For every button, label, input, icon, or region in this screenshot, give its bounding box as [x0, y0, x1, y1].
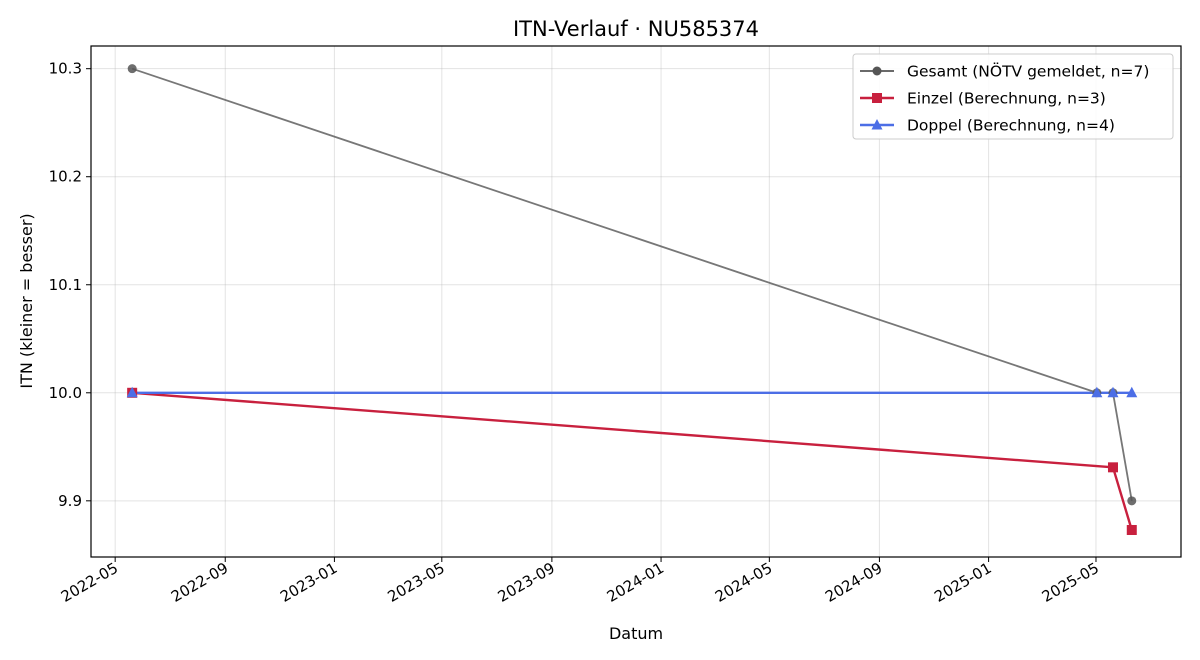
- data-point-doppel: [1126, 386, 1138, 398]
- data-point-einzel: [1107, 462, 1118, 473]
- y-axis: 9.9 10.0 10.1 10.2 10.3: [49, 60, 91, 510]
- x-tick-label: 2022-09: [168, 559, 231, 606]
- x-axis-label: Datum: [609, 624, 663, 643]
- x-tick-label: 2025-05: [1039, 559, 1102, 606]
- data-point-gesamt: [1127, 496, 1137, 506]
- y-tick-label: 10.1: [49, 276, 82, 294]
- y-tick-label: 10.2: [49, 168, 82, 186]
- data-point-doppel: [126, 386, 138, 398]
- plot-frame: [90, 45, 1182, 558]
- chart-title: ITN-Verlauf · NU585374: [513, 17, 759, 41]
- y-tick-label: 9.9: [58, 492, 82, 510]
- data-point-gesamt: [127, 64, 137, 74]
- x-tick-label: 2024-01: [604, 559, 667, 606]
- legend-marker-gesamt: [872, 66, 882, 76]
- x-tick-label: 2022-05: [58, 559, 121, 606]
- y-tick-label: 10.0: [49, 384, 82, 402]
- x-tick-label: 2023-05: [385, 559, 448, 606]
- x-tick-label: 2025-01: [931, 559, 994, 606]
- legend-label-einzel: Einzel (Berechnung, n=3): [907, 90, 1106, 108]
- x-tick-label: 2024-09: [822, 559, 885, 606]
- series-line-einzel: [132, 391, 1133, 531]
- y-tick-label: 10.3: [49, 60, 82, 78]
- series-markers: [126, 64, 1138, 535]
- legend: Gesamt (NÖTV gemeldet, n=7) Einzel (Berec…: [852, 53, 1174, 140]
- x-tick-label: 2023-09: [495, 559, 558, 606]
- data-point-einzel: [1126, 524, 1137, 535]
- legend-box: [852, 53, 1174, 140]
- legend-marker-einzel: [872, 93, 882, 103]
- y-axis-label: ITN (kleiner = besser): [17, 213, 36, 388]
- legend-label-gesamt: Gesamt (NÖTV gemeldet, n=7): [907, 62, 1149, 81]
- x-tick-label: 2023-01: [277, 559, 340, 606]
- data-point-doppel: [1091, 386, 1103, 398]
- legend-label-doppel: Doppel (Berechnung, n=4): [907, 117, 1115, 135]
- legend-marker-doppel: [871, 119, 883, 130]
- x-axis: 2022-05 2022-09 2023-01 2023-05 2023-09 2024-…: [58, 557, 1102, 606]
- x-tick-label: 2024-05: [712, 559, 775, 606]
- data-point-doppel: [1107, 386, 1119, 398]
